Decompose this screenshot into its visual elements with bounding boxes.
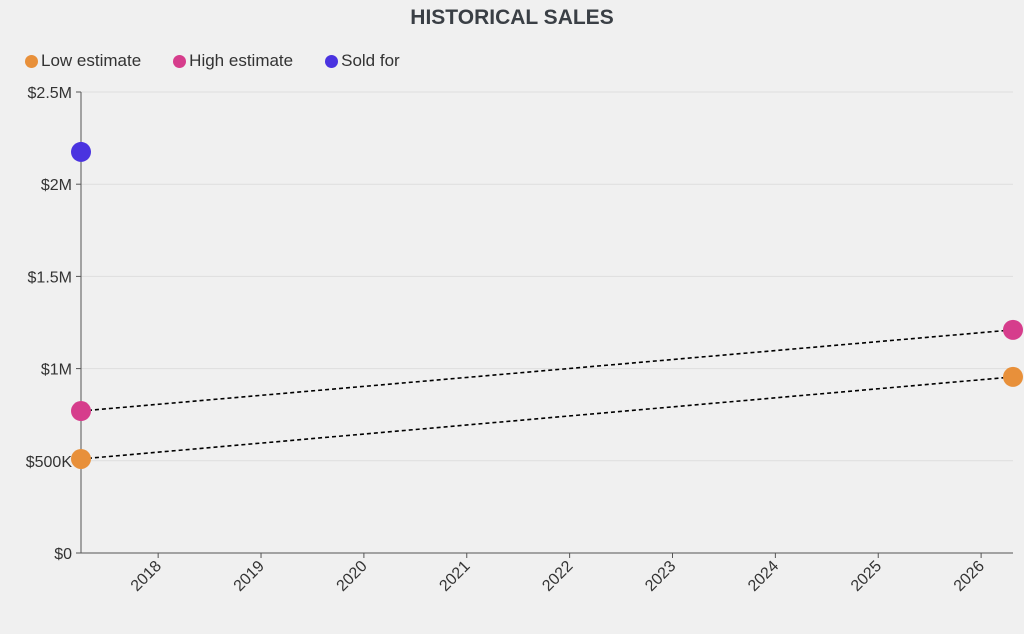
y-tick-label: $1M bbox=[41, 362, 72, 379]
y-tick-label: $1.5M bbox=[28, 269, 72, 286]
data-point-sold-for bbox=[71, 141, 91, 162]
legend-label: Sold for bbox=[341, 51, 400, 70]
y-tick-label: $500K bbox=[26, 454, 73, 471]
legend-item-sold-for[interactable]: Sold for bbox=[325, 51, 400, 71]
y-tick-label: $2.5M bbox=[28, 85, 72, 102]
x-tick-label: 2021 bbox=[436, 558, 473, 595]
data-point-low-estimate bbox=[71, 448, 91, 469]
x-tick-label: 2026 bbox=[951, 558, 988, 595]
legend-label: High estimate bbox=[189, 51, 294, 70]
legend-swatch bbox=[325, 54, 339, 68]
trendline bbox=[80, 329, 1014, 412]
x-tick-label: 2025 bbox=[848, 558, 885, 595]
y-tick-label: $2M bbox=[41, 177, 72, 194]
x-tick-label: 2023 bbox=[642, 558, 679, 595]
data-point-high-estimate bbox=[1003, 319, 1023, 340]
legend-item-low-estimate[interactable]: Low estimate bbox=[25, 51, 141, 71]
data-point-low-estimate bbox=[1003, 366, 1023, 387]
legend: Low estimate High estimate Sold for bbox=[25, 51, 400, 71]
legend-swatch bbox=[173, 54, 187, 68]
legend-label: Low estimate bbox=[41, 51, 142, 70]
chart-title: HISTORICAL SALES bbox=[410, 6, 614, 29]
x-tick-label: 2022 bbox=[539, 558, 576, 595]
x-tick-label: 2020 bbox=[334, 558, 371, 595]
x-tick-label: 2019 bbox=[231, 558, 268, 595]
x-tick-label: 2024 bbox=[745, 558, 782, 595]
legend-swatch bbox=[25, 54, 38, 68]
x-tick-label: 2018 bbox=[128, 558, 165, 595]
trendline bbox=[80, 376, 1014, 460]
data-point-high-estimate bbox=[71, 401, 91, 422]
y-tick-label: $0 bbox=[54, 546, 72, 563]
legend-item-high-estimate[interactable]: High estimate bbox=[173, 51, 293, 71]
